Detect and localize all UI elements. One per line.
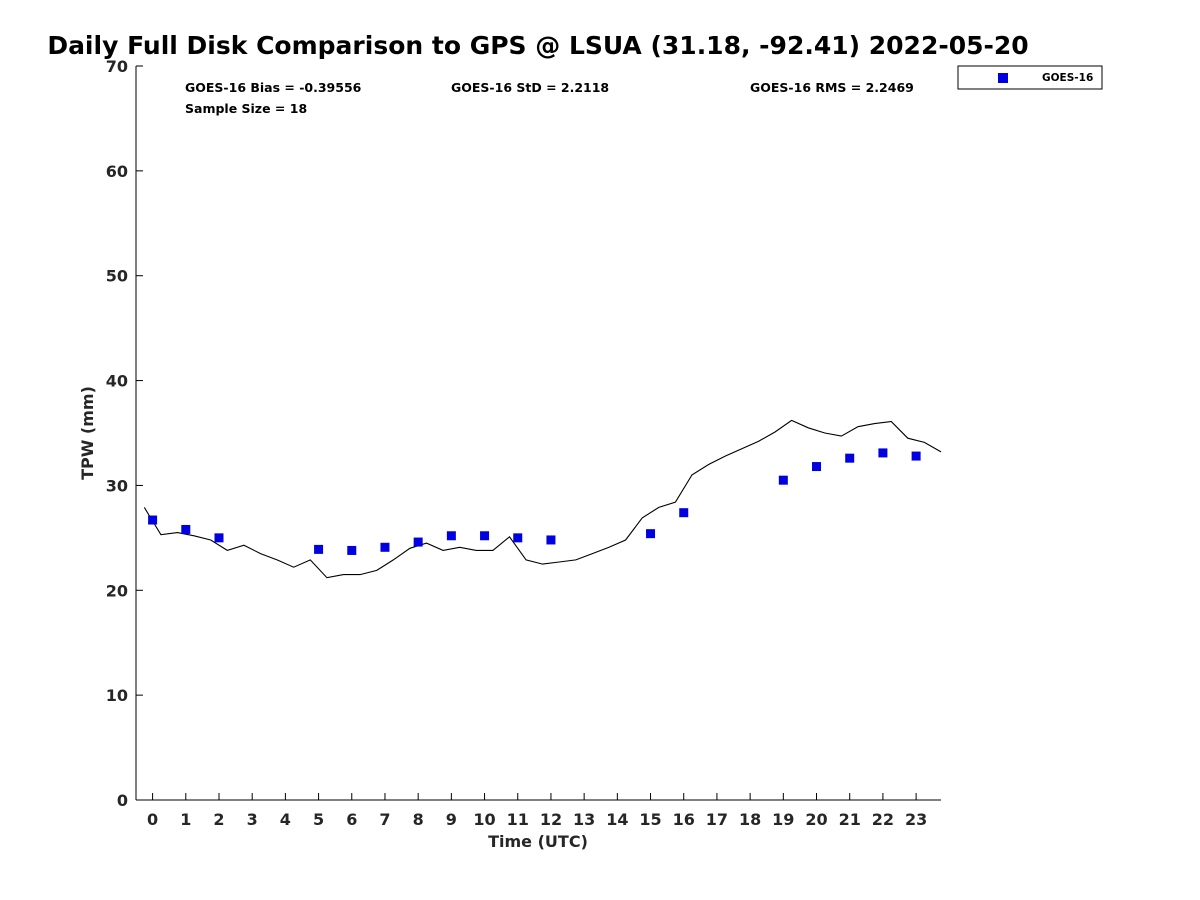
goes16-point: [347, 545, 357, 555]
y-tick-label: 50: [106, 267, 128, 286]
x-tick-label: 0: [147, 810, 158, 829]
x-tick-label: 2: [213, 810, 224, 829]
x-axis-ticks: 0 1 2 3 4 5 6 7 8 9 10 11 12 13 14 15 16 17 18 19 20 21 22 23: [147, 793, 927, 829]
legend: GOES-16: [957, 65, 1103, 90]
goes16-point: [778, 475, 788, 485]
series-layer: [143, 419, 942, 579]
x-tick-label: 6: [346, 810, 357, 829]
y-tick-label: 70: [106, 57, 128, 76]
stats-annotations: GOES-16 Bias = -0.39556 GOES-16 StD = 2.…: [185, 80, 914, 116]
y-tick-label: 20: [106, 581, 128, 600]
x-tick-label: 18: [739, 810, 761, 829]
x-tick-label: 9: [446, 810, 457, 829]
x-tick-label: 17: [706, 810, 728, 829]
y-tick-label: 60: [106, 162, 128, 181]
plot-area: [135, 66, 941, 801]
goes16-point: [480, 531, 490, 541]
y-tick-label: 10: [106, 686, 128, 705]
goes16-point: [646, 529, 656, 539]
x-axis-label: Time (UTC): [488, 832, 588, 851]
x-tick-label: 16: [673, 810, 695, 829]
goes16-point: [148, 515, 158, 525]
goes16-point: [513, 533, 523, 543]
x-tick-label: 20: [805, 810, 827, 829]
goes16-point: [546, 535, 556, 545]
legend-marker-goes16: [998, 73, 1008, 83]
legend-label-goes16: GOES-16: [1042, 72, 1093, 84]
goes16-point: [679, 508, 689, 518]
rms-annotation: GOES-16 RMS = 2.2469: [750, 80, 914, 95]
goes16-point: [878, 448, 888, 458]
goes16-point: [845, 453, 855, 463]
goes16-point: [314, 544, 324, 554]
x-tick-label: 3: [247, 810, 258, 829]
y-tick-label: 0: [117, 791, 128, 810]
x-tick-label: 13: [573, 810, 595, 829]
y-tick-label: 30: [106, 476, 128, 495]
chart-title: Daily Full Disk Comparison to GPS @ LSUA…: [47, 31, 1028, 60]
bias-annotation: GOES-16 Bias = -0.39556: [185, 80, 362, 95]
x-tick-label: 22: [872, 810, 894, 829]
x-tick-label: 11: [507, 810, 529, 829]
goes16-point: [181, 524, 191, 534]
x-tick-label: 10: [473, 810, 495, 829]
x-tick-label: 21: [839, 810, 861, 829]
x-tick-label: 1: [180, 810, 191, 829]
gps-tpw-line: [143, 419, 942, 579]
goes16-point: [911, 451, 921, 461]
x-tick-label: 12: [540, 810, 562, 829]
std-annotation: GOES-16 StD = 2.2118: [451, 80, 609, 95]
x-tick-label: 15: [639, 810, 661, 829]
goes16-point: [380, 542, 390, 552]
goes16-point: [812, 462, 822, 472]
x-tick-label: 4: [280, 810, 291, 829]
goes16-point: [446, 531, 456, 541]
legend-box: [957, 65, 1103, 90]
y-axis-ticks: 0 10 20 30 40 50 60 70: [106, 57, 143, 810]
goes16-point: [214, 533, 224, 543]
x-tick-label: 5: [313, 810, 324, 829]
x-tick-label: 23: [905, 810, 927, 829]
y-axis-label: TPW (mm): [78, 386, 97, 480]
sample-size-annotation: Sample Size = 18: [185, 101, 307, 116]
y-tick-label: 40: [106, 372, 128, 391]
x-tick-label: 14: [606, 810, 628, 829]
goes16-point: [413, 537, 423, 547]
x-tick-label: 19: [772, 810, 794, 829]
x-tick-label: 8: [413, 810, 424, 829]
x-tick-label: 7: [379, 810, 390, 829]
